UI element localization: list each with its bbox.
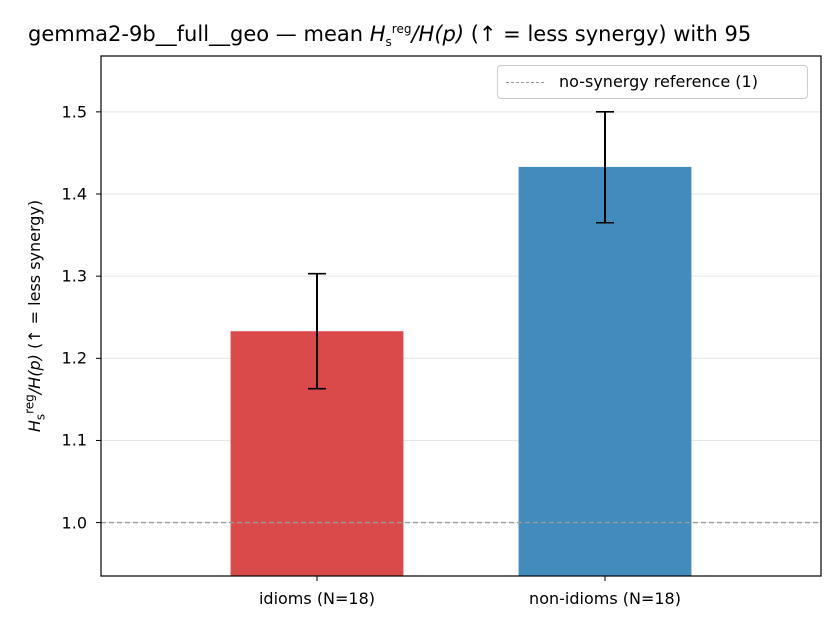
axis-ticks (96, 111, 606, 581)
y-tick-label: 1.2 (61, 348, 87, 368)
title-suffix: (↑ = less synergy) with 95 (464, 22, 752, 46)
legend-label: no-synergy reference (1) (559, 72, 758, 91)
x-tick-label: non-idioms (N=18) (529, 589, 681, 608)
y-axis-label: Hsreg/H(p) (↑ = less synergy) (23, 200, 48, 432)
legend: no-synergy reference (1) (497, 65, 808, 99)
ylabel-superscript: reg (22, 394, 37, 414)
title-superscript: reg (391, 22, 412, 36)
title-hp: /H(p) (411, 22, 465, 46)
y-tick-label: 1.1 (61, 430, 87, 450)
chart-title: gemma2-9b__full__geo — mean Hsreg/H(p) (… (28, 22, 751, 49)
x-tick-label: idioms (N=18) (258, 589, 376, 608)
legend-dashed-line-marker (506, 82, 544, 83)
bars (230, 166, 692, 577)
ylabel-subscript: s (33, 413, 48, 421)
plot-frame (100, 55, 822, 577)
y-tick-label: 1.3 (61, 266, 87, 286)
ylabel-h-symbol: H (25, 420, 45, 433)
y-tick-label: 1.5 (61, 102, 87, 122)
ylabel-hp: /H(p) (25, 354, 45, 395)
title-prefix: gemma2-9b__full__geo — mean (28, 22, 370, 46)
title-subscript: s (385, 35, 392, 50)
bar (518, 166, 692, 577)
ylabel-suffix: (↑ = less synergy) (25, 199, 45, 355)
grid-lines (101, 111, 821, 524)
error-bars (308, 111, 614, 390)
y-tick-label: 1.4 (61, 184, 87, 204)
y-tick-label: 1.0 (61, 513, 87, 533)
title-h-symbol: H (369, 22, 386, 46)
